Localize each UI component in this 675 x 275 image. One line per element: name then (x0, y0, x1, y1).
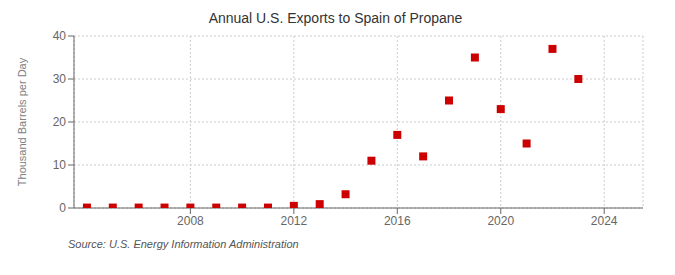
svg-text:30: 30 (53, 72, 67, 86)
svg-text:0: 0 (59, 201, 66, 215)
html-text:Source: U.S. Energy Informatio: Source: U.S. Energy Information Administ… (68, 238, 299, 250)
svg-text:2008: 2008 (177, 214, 204, 228)
svg-text:Thousand Barrels per Day: Thousand Barrels per Day (16, 57, 28, 186)
svg-text:20: 20 (53, 115, 67, 129)
html-text:Annual U.S. Exports to Spain o: Annual U.S. Exports to Spain of Propane (208, 10, 463, 26)
svg-text:2020: 2020 (487, 214, 514, 228)
svg-text:40: 40 (53, 29, 67, 43)
svg-text:2024: 2024 (591, 214, 618, 228)
svg-text:2016: 2016 (384, 214, 411, 228)
svg-text:10: 10 (53, 158, 67, 172)
svg-text:2012: 2012 (280, 214, 307, 228)
